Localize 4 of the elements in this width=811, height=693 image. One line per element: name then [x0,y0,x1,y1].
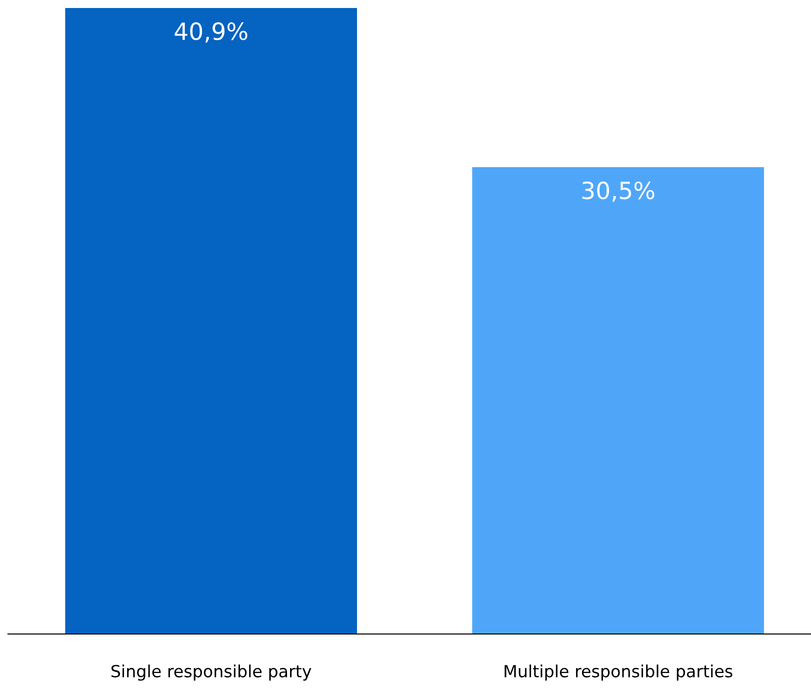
data-label: 30,5% [582,181,654,202]
x-tick-label: Single responsible party [111,664,312,681]
x-tick-label: Multiple responsible parties [504,664,732,681]
data-label: 40,9% [174,22,248,43]
